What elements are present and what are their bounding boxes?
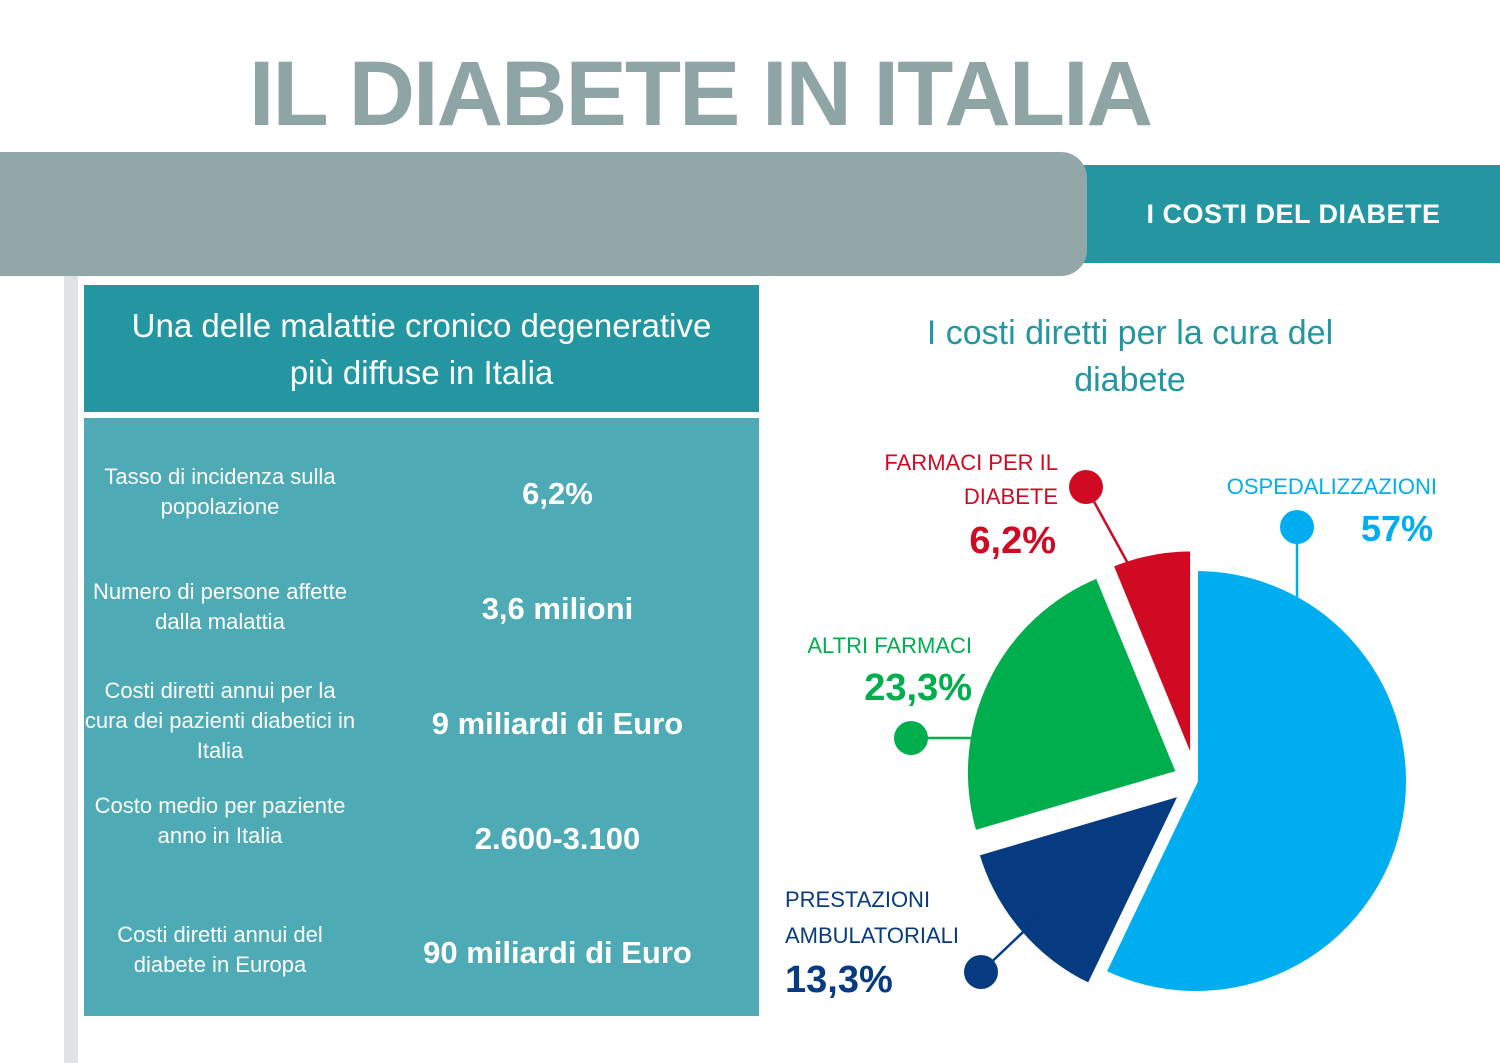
slice-name-label: OSPEDALIZZAZIONI <box>1227 474 1437 499</box>
stat-value: 9 miliardi di Euro <box>431 706 684 741</box>
slice-name-label: FARMACI PER IL <box>884 450 1058 475</box>
pie-slice-ospedalizzazioni <box>1102 567 1410 995</box>
section-tab <box>1060 165 1500 263</box>
side-divider <box>64 276 78 1063</box>
stat-value: 2.600-3.100 <box>474 821 641 856</box>
callout-line-farmaci-per-il-diabete <box>1084 486 1139 581</box>
callout-dot-prestazioni-ambulatoriali <box>964 955 998 989</box>
stat-value: 6,2% <box>522 476 593 511</box>
slice-name-label: DIABETE <box>964 484 1058 509</box>
slice-name-label: AMBULATORIALI <box>785 923 959 948</box>
stat-value: 90 miliardi di Euro <box>423 935 692 970</box>
stat-value: 3,6 milioni <box>481 591 634 626</box>
stat-label: Numero di persone affette dalla malattia <box>93 579 347 634</box>
slice-value-label: 6,2% <box>969 520 1056 562</box>
header-band <box>0 152 1087 276</box>
slice-name-label: PRESTAZIONI <box>785 887 930 912</box>
pie-slice-altri-farmaci <box>963 574 1180 835</box>
slice-value-label: 13,3% <box>785 959 893 1001</box>
stat-label: Costi diretti annui per la cura dei pazi… <box>84 678 356 763</box>
stat-label: Costo medio per paziente anno in Italia <box>94 793 346 848</box>
stat-label: Costi diretti annui del diabete in Europ… <box>117 922 323 977</box>
slice-value-label: 23,3% <box>864 667 972 709</box>
panel-header-text: Una delle malattie cronico degenerative … <box>131 306 712 391</box>
stats-panel: Tasso di incidenza sulla popolazione 6,2… <box>84 418 759 1016</box>
callout-dot-altri-farmaci <box>894 721 928 755</box>
page-title: IL DIABETE IN ITALIA <box>248 43 1153 145</box>
slice-name-label: ALTRI FARMACI <box>807 633 972 658</box>
panel-header: Una delle malattie cronico degenerative … <box>84 285 759 412</box>
chart-title: I costi diretti per la cura del diabete <box>926 314 1334 399</box>
stat-label: Tasso di incidenza sulla popolazione <box>104 464 336 519</box>
pie-slice-prestazioni-ambulatoriali <box>975 792 1183 988</box>
section-tab-label: I COSTI DEL DIABETE <box>1146 199 1441 229</box>
callout-dot-farmaci-per-il-diabete <box>1069 470 1103 504</box>
pie-slice-farmaci-per-il-diabete <box>1109 547 1195 764</box>
slice-value-label: 57% <box>1361 508 1433 549</box>
callout-dot-ospedalizzazioni <box>1280 510 1314 544</box>
